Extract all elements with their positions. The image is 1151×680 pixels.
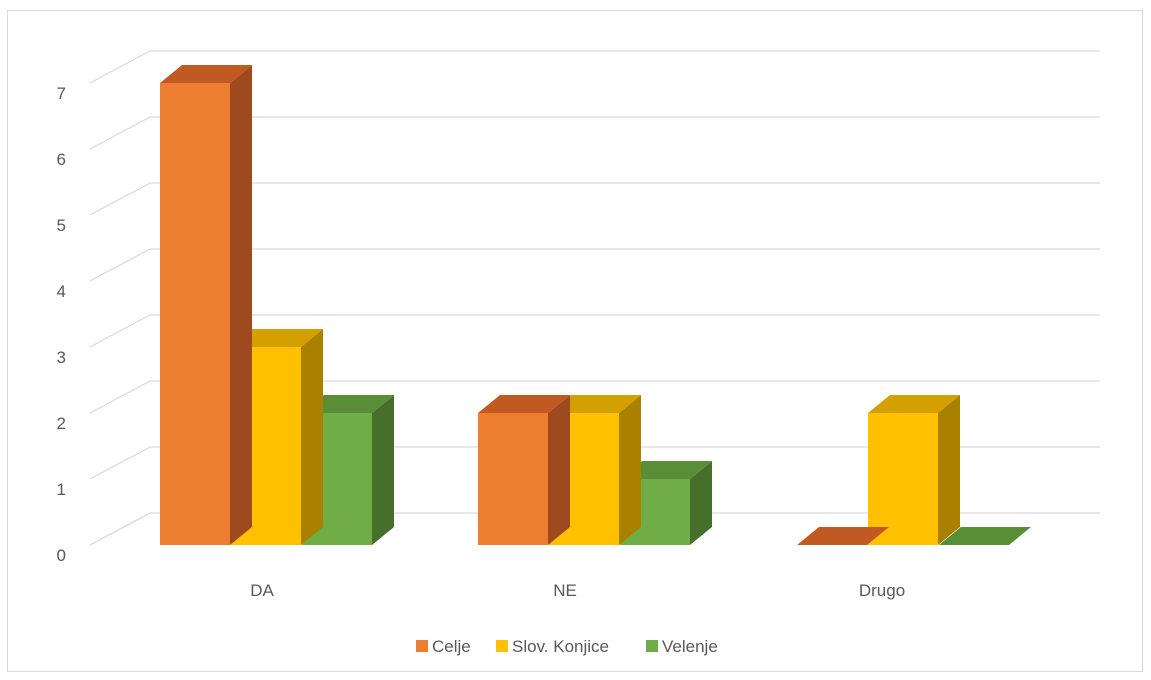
category-label: NE	[553, 581, 577, 600]
bar-side	[230, 65, 252, 545]
bar-top	[160, 65, 252, 83]
bar-side	[548, 395, 570, 545]
bar-side	[301, 329, 323, 545]
gridline-diagonal	[89, 116, 151, 150]
bar-top	[302, 395, 394, 413]
y-tick-label: 4	[57, 282, 66, 301]
gridline-diagonal	[89, 248, 151, 282]
y-tick-label: 3	[57, 348, 66, 367]
bar	[868, 413, 938, 545]
category-label: Drugo	[859, 581, 905, 600]
bar-side	[372, 395, 394, 545]
legend-swatch	[496, 640, 508, 652]
legend-swatch	[646, 640, 658, 652]
gridline-diagonal	[89, 380, 151, 414]
gridline-diagonal	[89, 446, 151, 480]
y-tick-label: 5	[57, 216, 66, 235]
bar-top	[797, 527, 889, 545]
y-tick-label: 0	[57, 546, 66, 565]
bar-top	[231, 329, 323, 347]
bar-top	[620, 461, 712, 479]
y-tick-label: 1	[57, 480, 66, 499]
y-tick-label: 6	[57, 150, 66, 169]
bar-top	[478, 395, 570, 413]
y-tick-label: 7	[57, 84, 66, 103]
gridline-diagonal	[89, 314, 151, 348]
x-axis-diagonal	[89, 512, 151, 546]
bar-side	[619, 395, 641, 545]
bar-top	[939, 527, 1031, 545]
y-tick-label: 2	[57, 414, 66, 433]
gridline-diagonal	[89, 182, 151, 216]
legend-label: Celje	[432, 637, 471, 656]
category-label: DA	[250, 581, 274, 600]
bar	[478, 413, 548, 545]
legend-swatch	[416, 640, 428, 652]
legend-label: Velenje	[662, 637, 718, 656]
gridline-diagonal	[89, 50, 151, 84]
bar-top	[549, 395, 641, 413]
bar-side	[690, 461, 712, 545]
bar	[160, 83, 230, 545]
bar-top	[868, 395, 960, 413]
bar-side	[938, 395, 960, 545]
legend-label: Slov. Konjice	[512, 637, 609, 656]
